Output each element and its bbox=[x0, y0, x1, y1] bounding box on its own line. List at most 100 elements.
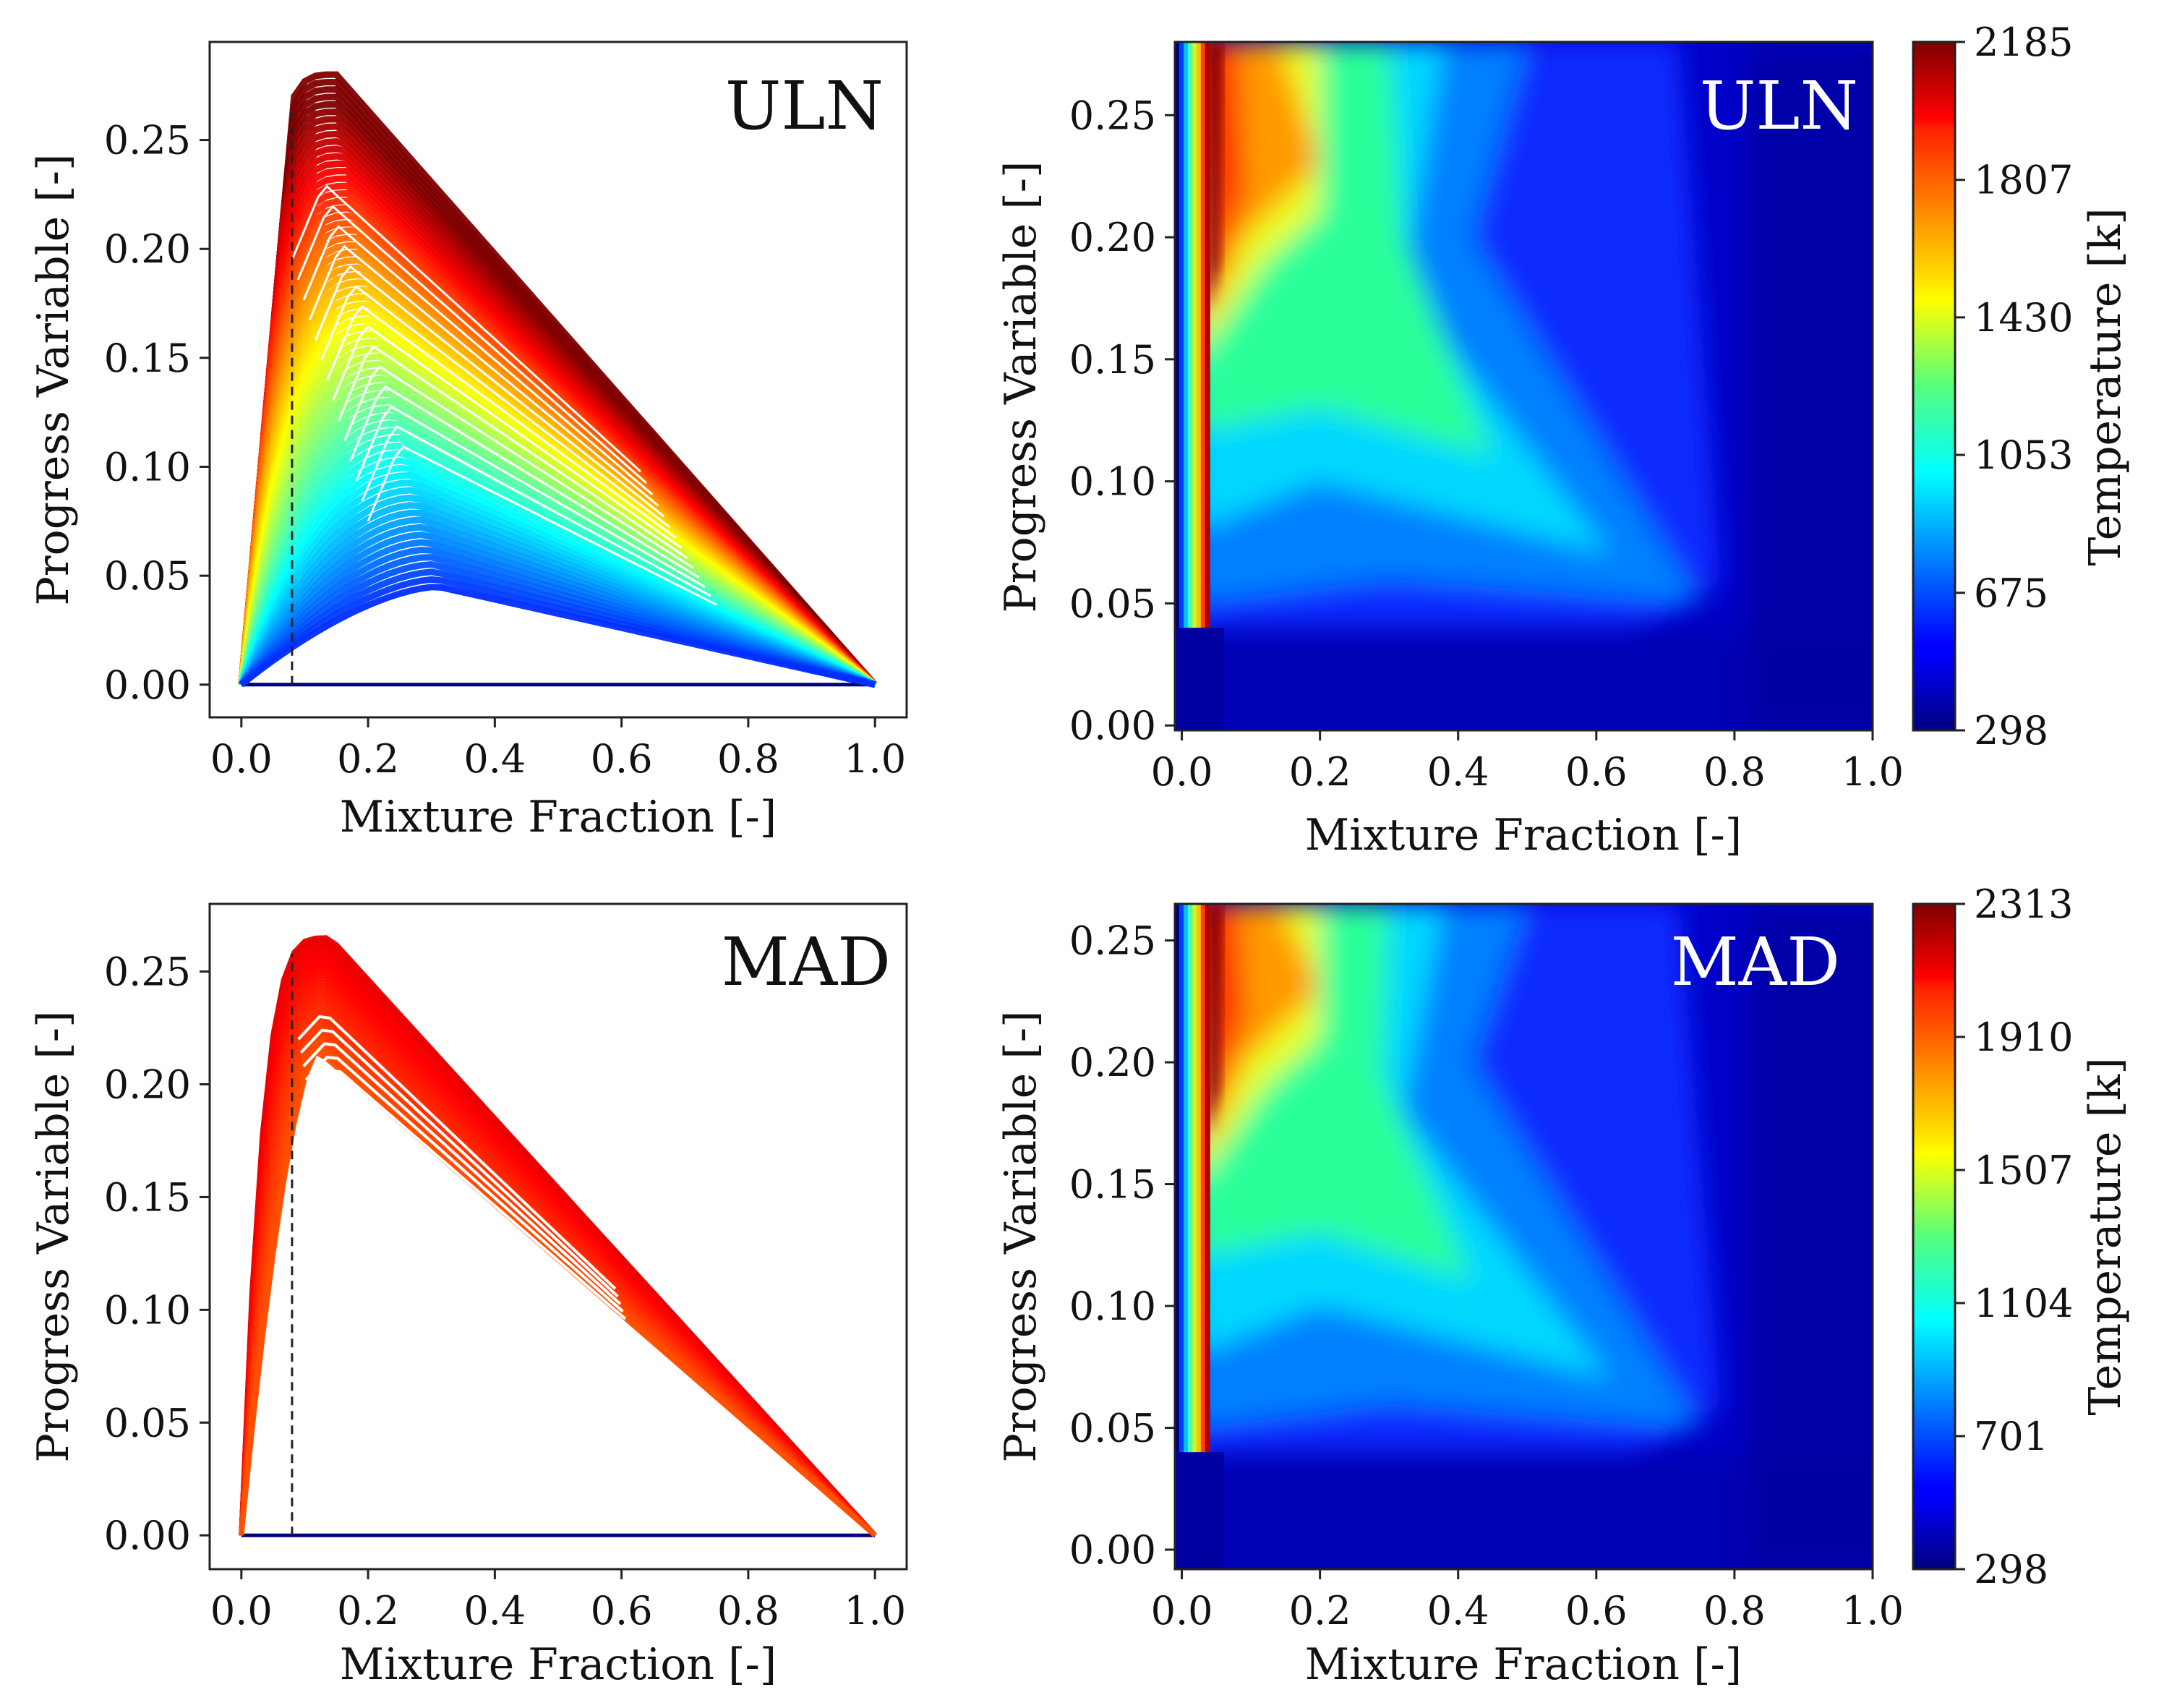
mad-scatter-x-tick-label: 0.6 bbox=[591, 1588, 653, 1634]
mad-colorbar-tick-label: 701 bbox=[1974, 1414, 2048, 1459]
mad-field-rich-edge-stripe bbox=[1192, 904, 1197, 1453]
uln-field-rich-edge-stripe bbox=[1183, 42, 1189, 628]
mad-scatter-panel: MAD 0.0 0.2 0.4 0.6 0.8 1.0 0.00 0.05 0.10 0.15 0.… bbox=[28, 902, 908, 1690]
uln-scatter-gap-line bbox=[302, 225, 654, 495]
mad-scatter-panel-label: MAD bbox=[722, 923, 891, 1001]
uln-field-x-label: Mixture Fraction [-] bbox=[1305, 810, 1742, 861]
mad-scatter-x-tick-label: 0.4 bbox=[463, 1588, 526, 1634]
mad-scatter-series-line bbox=[239, 1048, 877, 1537]
uln-scatter-x-tick-label: 0.2 bbox=[337, 736, 399, 782]
mad-scatter-series-line bbox=[239, 1015, 877, 1537]
uln-field-y-label: Progress Variable [-] bbox=[996, 161, 1046, 613]
mad-scatter-x-tick-label: 0.0 bbox=[210, 1588, 273, 1634]
uln-scatter-gap-line bbox=[349, 385, 700, 578]
uln-field-region-lean bbox=[1748, 42, 1873, 730]
mad-field-x-label: Mixture Fraction [-] bbox=[1305, 1639, 1742, 1690]
mad-scatter-gap-line bbox=[302, 1042, 622, 1305]
uln-scatter-gap-line bbox=[308, 244, 659, 507]
mad-field-plot-area bbox=[1175, 904, 1873, 1569]
mad-field-rich-edge-stripe bbox=[1200, 904, 1206, 1453]
mad-scatter-series-line bbox=[239, 1032, 877, 1537]
mad-field-x-tick-label: 1.0 bbox=[1842, 1588, 1904, 1634]
uln-field-rich-edge-stripe bbox=[1179, 42, 1184, 628]
mad-colorbar-tick-label: 1910 bbox=[1974, 1015, 2073, 1060]
uln-scatter-x-tick-label: 0.0 bbox=[210, 736, 273, 782]
mad-field-region-darkred bbox=[1206, 904, 1223, 1136]
uln-field-y-tick-label: 0.05 bbox=[1069, 581, 1156, 626]
mad-scatter-frame bbox=[208, 902, 908, 1571]
mad-field-field-core bbox=[1206, 904, 1223, 1136]
mad-field-rich-edge-stripe bbox=[1175, 904, 1180, 1453]
uln-colorbar-tick-label: 1430 bbox=[1974, 295, 2073, 341]
mad-scatter-y-tick-label: 0.10 bbox=[104, 1287, 191, 1333]
mad-field-x-tick-label: 0.2 bbox=[1289, 1588, 1351, 1634]
mad-field-region-lean bbox=[1748, 904, 1873, 1569]
uln-scatter-x-tick-label: 0.6 bbox=[591, 736, 653, 782]
uln-scatter-x-tick-label: 0.8 bbox=[717, 736, 779, 782]
mad-scatter-y-label: Progress Variable [-] bbox=[28, 1011, 79, 1463]
mad-field-x-tick-label: 0.0 bbox=[1151, 1588, 1213, 1634]
uln-scatter-gap-line bbox=[361, 424, 711, 597]
uln-colorbar-tick-label: 2185 bbox=[1974, 20, 2073, 65]
uln-scatter-gap-line bbox=[338, 345, 688, 560]
mad-field-rich-edge bbox=[1175, 904, 1224, 1569]
mad-scatter-series-line bbox=[239, 1021, 877, 1537]
uln-scatter-panel: ULN 0.0 0.2 0.4 0.6 0.8 1.0 0.00 0.05 0.10 0.15 0.… bbox=[28, 40, 908, 842]
uln-field-rich-edge bbox=[1175, 42, 1224, 730]
mad-scatter-y-tick-label: 0.00 bbox=[104, 1513, 191, 1558]
mad-field-y-tick-label: 0.20 bbox=[1069, 1040, 1156, 1085]
uln-scatter-y-label: Progress Variable [-] bbox=[28, 154, 79, 606]
mad-field-rich-edge-stripe bbox=[1183, 904, 1189, 1453]
uln-colorbar-tick-label: 675 bbox=[1974, 571, 2048, 616]
mad-scatter-x-tick-label: 1.0 bbox=[844, 1588, 906, 1634]
mad-scatter-series-line bbox=[239, 1046, 877, 1537]
uln-field-x-tick-label: 0.8 bbox=[1703, 749, 1766, 795]
mad-scatter-x-label: Mixture Fraction [-] bbox=[340, 1639, 777, 1690]
mad-field-x-tick-label: 0.6 bbox=[1565, 1588, 1628, 1634]
uln-field-y-tick-label: 0.10 bbox=[1069, 459, 1156, 505]
uln-field-x-tick-label: 0.2 bbox=[1289, 749, 1351, 795]
uln-colorbar-tick-label: 1807 bbox=[1974, 158, 2073, 203]
uln-field-field-bottom bbox=[1202, 42, 1873, 730]
uln-colorbar-tick-label: 1053 bbox=[1974, 432, 2073, 478]
uln-field-field bbox=[1175, 42, 1873, 730]
mad-field-y-tick-label: 0.10 bbox=[1069, 1284, 1156, 1329]
uln-field-x-tick-label: 0.4 bbox=[1427, 749, 1489, 795]
uln-field-frame bbox=[1173, 40, 1874, 732]
mad-scatter-series-line bbox=[239, 1024, 877, 1537]
uln-scatter-series-line bbox=[239, 584, 876, 688]
uln-scatter-gap-line bbox=[326, 304, 677, 539]
uln-field-plot-area bbox=[1175, 42, 1873, 730]
uln-scatter-x-tick-label: 1.0 bbox=[844, 736, 906, 782]
uln-field-rich-edge-base bbox=[1175, 628, 1224, 730]
mad-colorbar-tick-label: 1104 bbox=[1974, 1281, 2073, 1326]
uln-scatter-gap-line bbox=[343, 364, 694, 569]
mad-scatter-series-line bbox=[239, 1009, 877, 1537]
mad-field-rich-edge-stripe bbox=[1179, 904, 1184, 1453]
uln-scatter-panel-label: ULN bbox=[725, 67, 884, 145]
uln-scatter-x-label: Mixture Fraction [-] bbox=[340, 792, 777, 842]
uln-scatter-y-tick-label: 0.00 bbox=[104, 662, 191, 708]
mad-field-rich-edge-stripe bbox=[1205, 904, 1210, 1453]
mad-field-panel: MAD 0.0 0.2 0.4 0.6 0.8 1.0 0.00 0.05 0.10 0.15 0.… bbox=[996, 881, 2131, 1690]
mad-colorbar-label: Temperature [k] bbox=[2080, 1057, 2131, 1415]
uln-field-field-blobs bbox=[1181, 42, 1721, 726]
uln-colorbar bbox=[1912, 40, 1956, 732]
mad-field-x-tick-label: 0.4 bbox=[1427, 1588, 1489, 1634]
mad-scatter-series-line bbox=[239, 1029, 877, 1537]
uln-field-rich-edge-stripe bbox=[1205, 42, 1210, 628]
uln-scatter-y-tick-label: 0.10 bbox=[104, 445, 191, 490]
mad-scatter-x-tick-label: 0.8 bbox=[717, 1588, 779, 1634]
uln-scatter-x-tick-label: 0.4 bbox=[463, 736, 526, 782]
uln-scatter-y-tick-label: 0.20 bbox=[104, 226, 191, 272]
mad-field-y-tick-label: 0.25 bbox=[1069, 918, 1156, 964]
uln-field-y-tick-label: 0.25 bbox=[1069, 93, 1156, 138]
uln-scatter-gap-line bbox=[291, 184, 641, 473]
mad-field-field-bottom bbox=[1202, 904, 1873, 1569]
mad-scatter-series-line bbox=[239, 1004, 877, 1537]
mad-scatter-series-line bbox=[239, 1018, 877, 1537]
uln-scatter-y-tick-label: 0.15 bbox=[104, 336, 191, 381]
uln-field-panel: ULN 0.0 0.2 0.4 0.6 0.8 1.0 0.00 0.05 0.10 0.15 0.… bbox=[996, 20, 2131, 861]
mad-field-field bbox=[1175, 904, 1873, 1569]
